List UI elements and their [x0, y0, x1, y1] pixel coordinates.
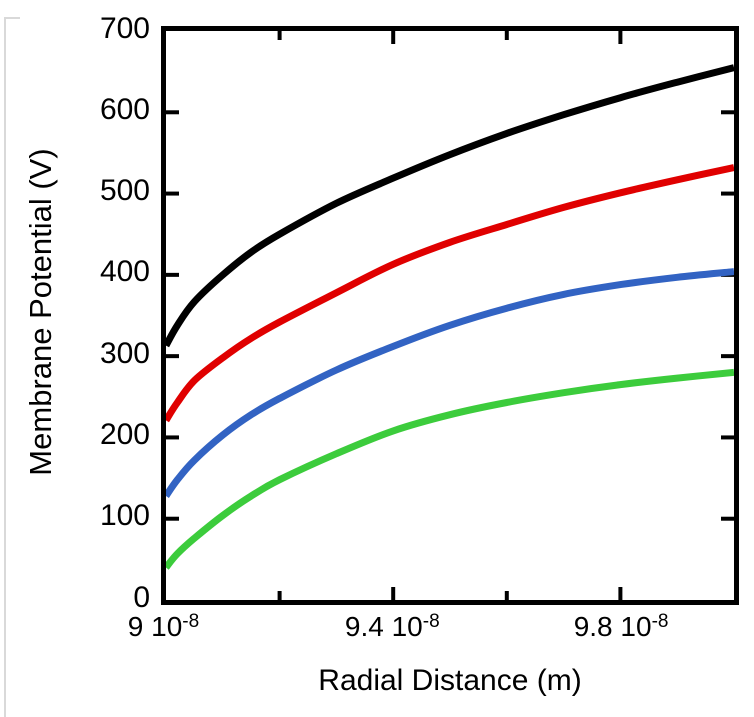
y-tick-label: 400: [99, 255, 150, 289]
plot-canvas: [166, 31, 734, 600]
x-tick-label: 9.4 10-8: [307, 611, 477, 643]
x-tick-exponent: -8: [422, 610, 440, 632]
curve-green: [166, 368, 734, 570]
x-tick-mantissa: 9.8 10: [573, 611, 652, 642]
curve-black: [166, 64, 734, 348]
y-tick-label: 700: [99, 11, 150, 45]
x-tick-mantissa: 9 10: [127, 611, 183, 642]
curve-blue: [166, 268, 734, 498]
y-tick-label: 200: [99, 417, 150, 451]
x-tick-exponent: -8: [651, 610, 669, 632]
image-edge-artifact: [4, 17, 20, 717]
y-axis-title: Membrane Potential (V): [23, 148, 58, 476]
curve-red: [166, 164, 734, 423]
y-tick-label: 300: [99, 336, 150, 370]
x-tick-label: 9 10-8: [79, 611, 249, 643]
plot-area: [161, 26, 739, 605]
x-tick-label: 9.8 10-8: [536, 611, 706, 643]
x-tick-mantissa: 9.4 10: [344, 611, 423, 642]
y-tick-label: 0: [133, 580, 150, 614]
x-tick-exponent: -8: [182, 610, 200, 632]
x-axis-title: Radial Distance (m): [318, 664, 582, 697]
y-tick-label: 600: [99, 92, 150, 126]
y-tick-label: 100: [99, 499, 150, 533]
y-tick-label: 500: [99, 174, 150, 208]
